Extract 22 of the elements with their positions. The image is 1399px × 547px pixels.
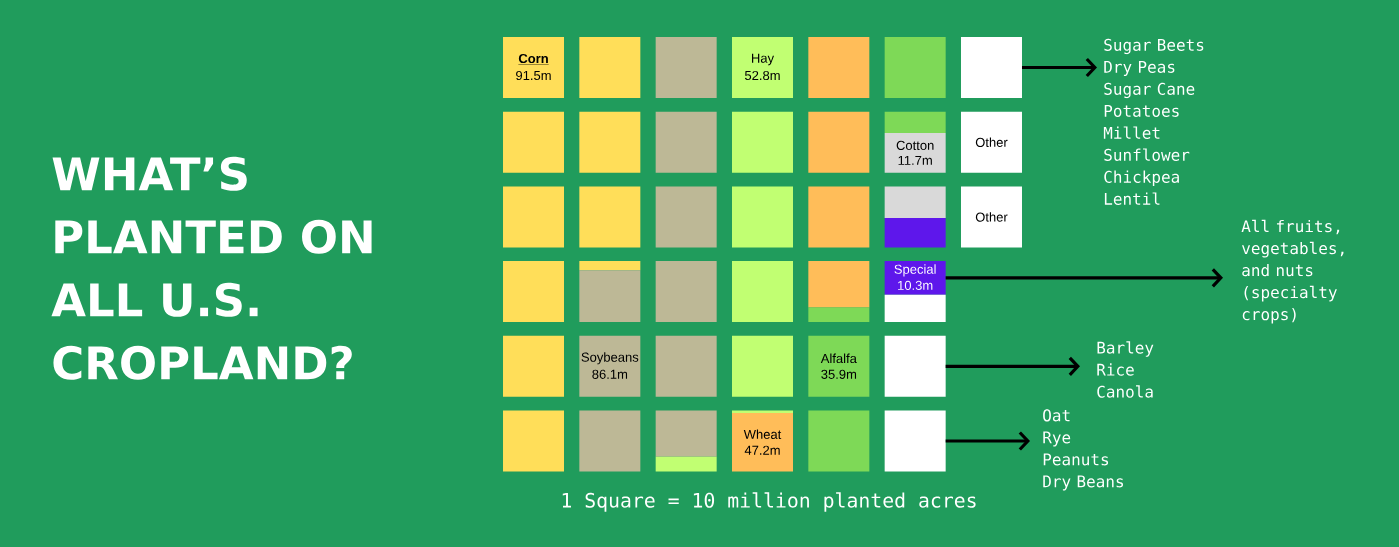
data-label: 35.9m — [821, 369, 857, 379]
text: Sugar Beets Dry Peas Sugar Cane Potatoes Millet Sunflower Chickpea Lentil — [1103, 38, 1204, 205]
category-label: Special — [894, 264, 936, 277]
text: Barley Rice Canola — [1097, 341, 1154, 398]
category-label: Hay — [752, 53, 775, 66]
data-label: 10.3m — [898, 280, 933, 290]
data-label: 11.7m — [898, 155, 932, 165]
category-label: Corn — [518, 53, 548, 64]
text: Other — [975, 212, 1008, 222]
category-label: Cotton — [896, 140, 934, 150]
data-label: 91.5m — [516, 70, 551, 81]
category-label: Other — [975, 137, 1008, 147]
data-label: 47.2m — [744, 445, 780, 455]
text: Oat Rye Peanuts Dry Beans — [1043, 409, 1124, 491]
category-label: Soybeans — [581, 352, 639, 365]
data-label: 52.8m — [744, 70, 780, 81]
text: 1 Square = 10 million planted acres — [562, 492, 976, 512]
text: All fruits, vegetables, and nuts (specialty crops) — [1241, 219, 1344, 324]
data-label: 86.1m — [592, 369, 628, 379]
category-label: Wheat — [743, 429, 782, 439]
category-label: Alfalfa — [820, 353, 857, 364]
text: WHAT’S PLANTED ON ALL U.S. CROPLAND? — [51, 156, 372, 380]
